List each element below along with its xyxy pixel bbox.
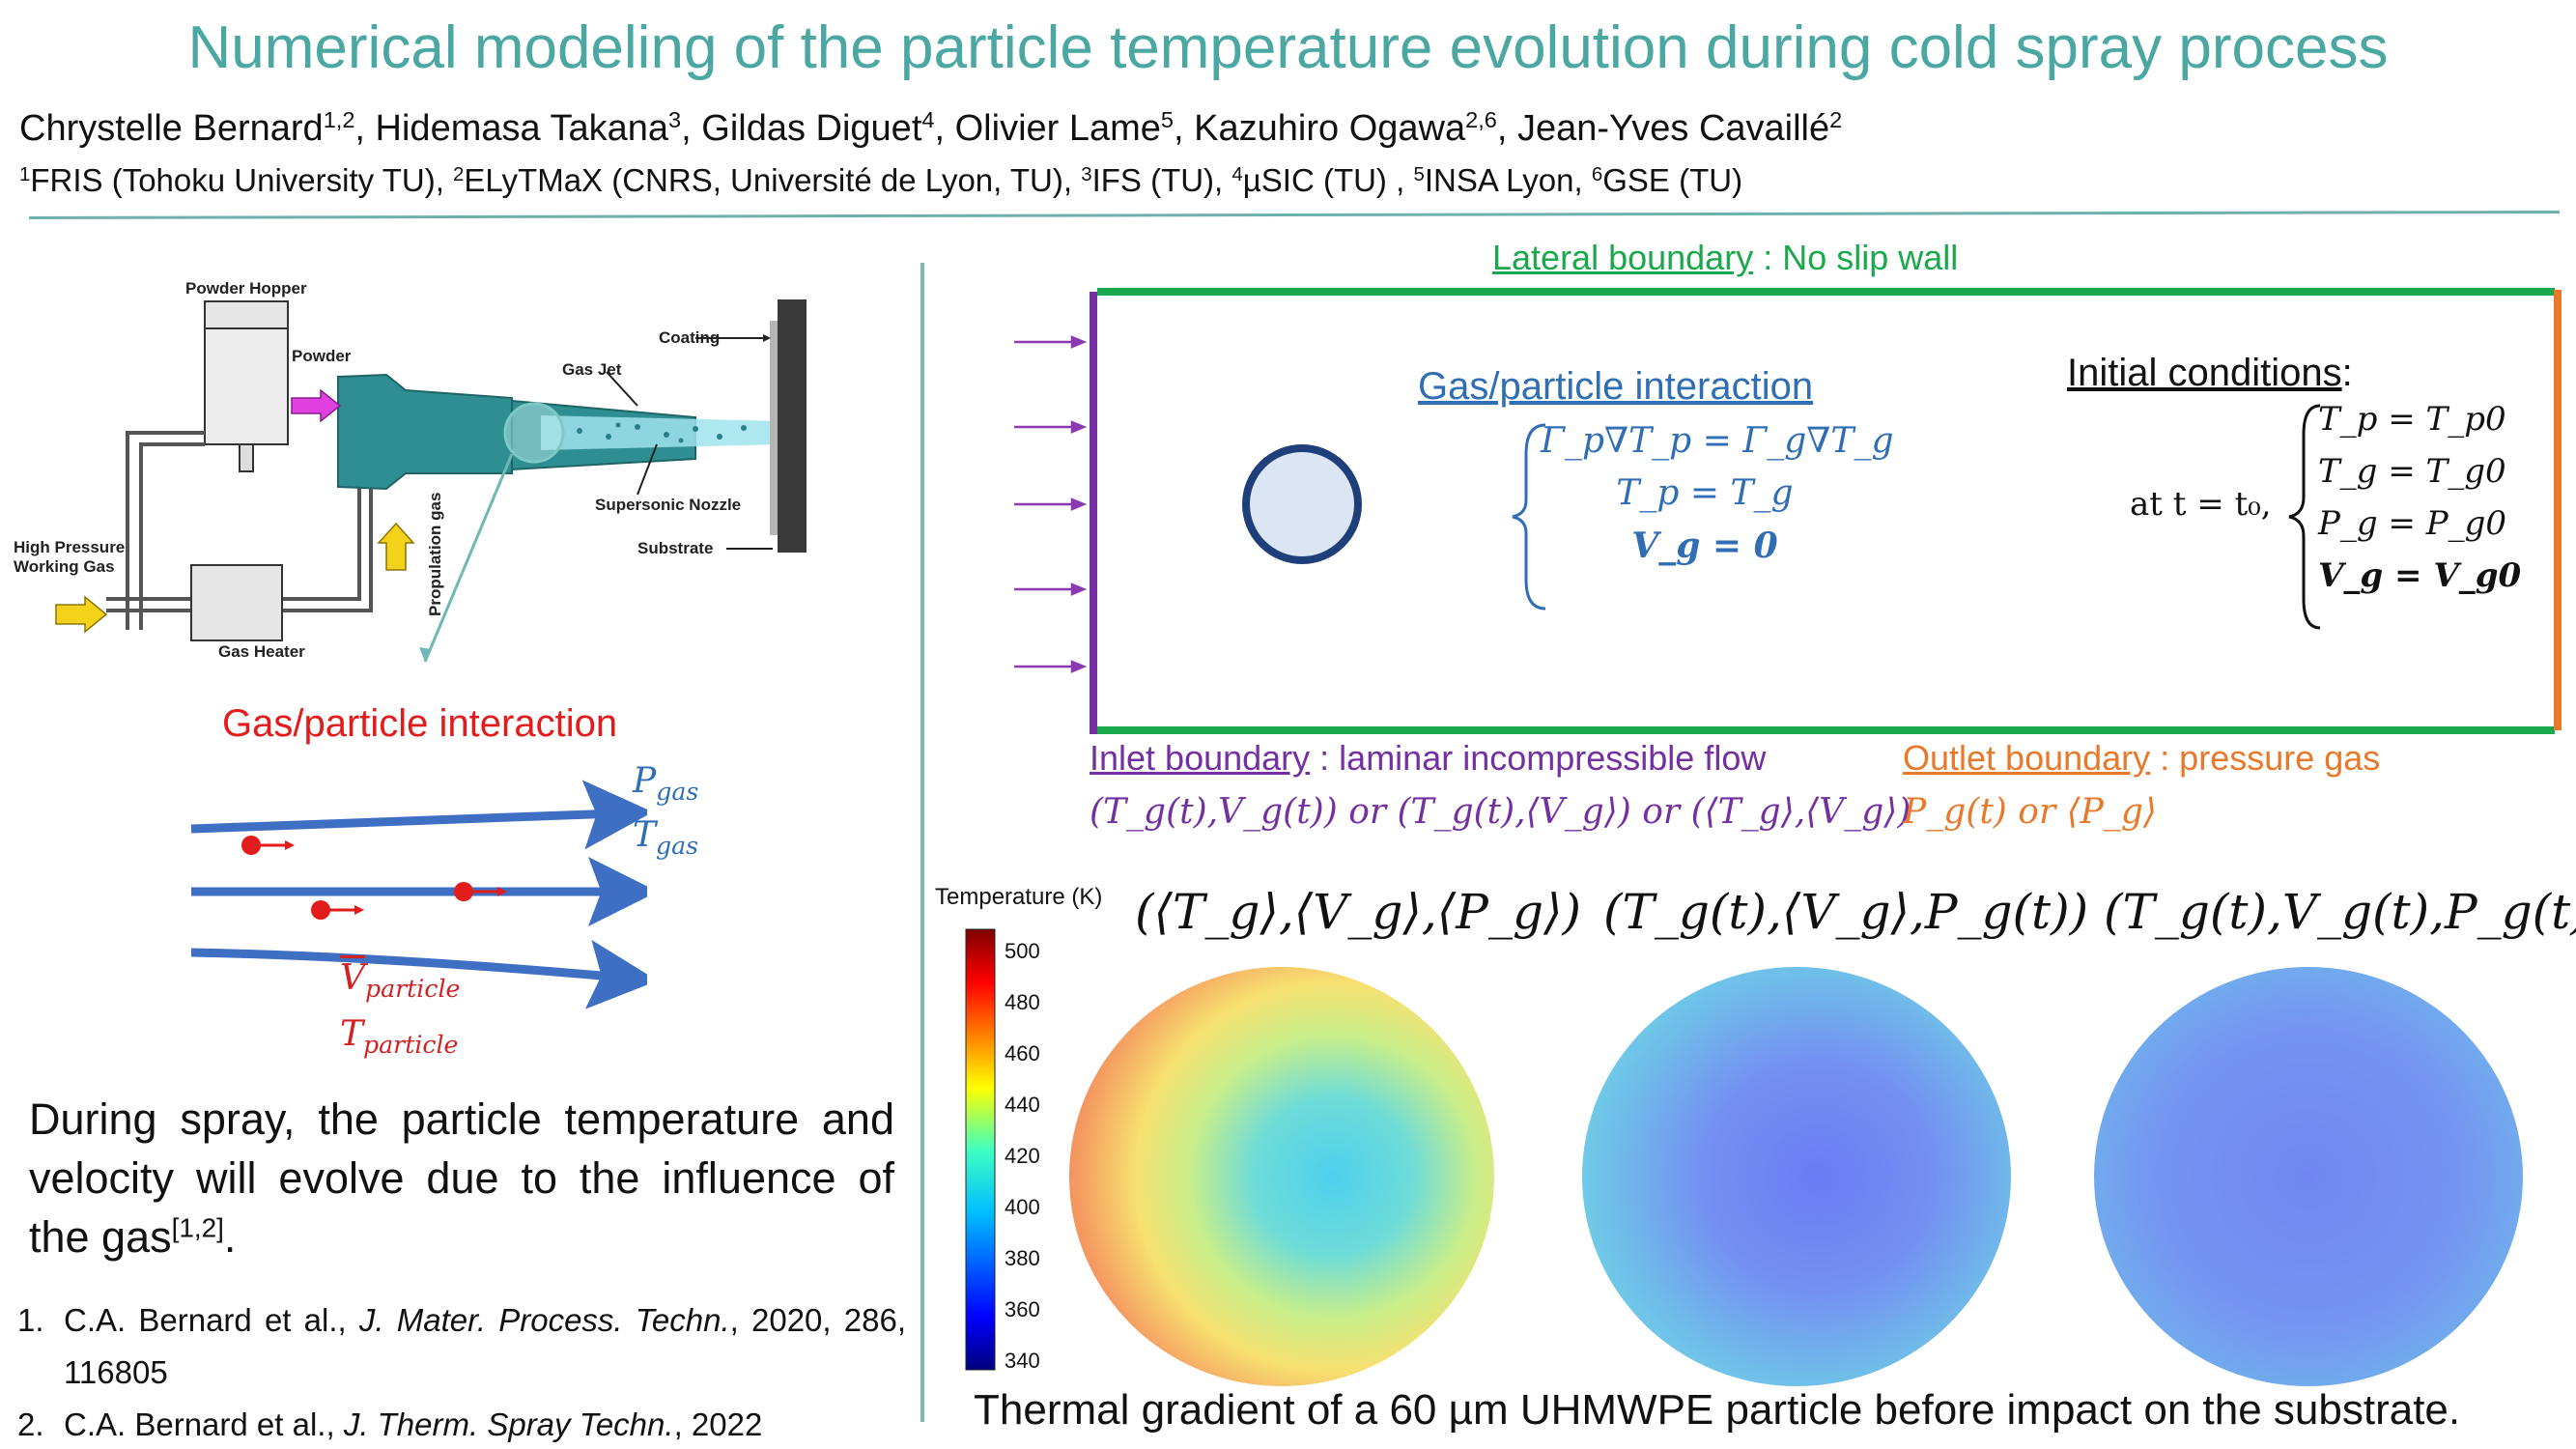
column-divider: [920, 263, 924, 1422]
label-working-gas: Working Gas: [14, 557, 115, 576]
particle-result-2: [1582, 967, 2011, 1386]
thermal-gradient-results: [1069, 967, 2523, 1386]
gp-equation-3: V_g = 0: [1631, 526, 1778, 566]
poster-title: Numerical modeling of the particle tempe…: [187, 14, 2389, 81]
affiliation: ELyTMaX (CNRS, Université de Lyon, TU),: [464, 162, 1082, 198]
affiliation-list: 1FRIS (Tohoku University TU), 2ELyTMaX (…: [19, 162, 1743, 198]
label-high-pressure: High Pressure: [14, 538, 125, 556]
colorbar-tick: 400: [1005, 1195, 1040, 1219]
affiliation: IFS (TU),: [1091, 162, 1232, 198]
label-coating: Coating: [659, 328, 720, 347]
t-gas-label: Tgas: [633, 815, 699, 861]
colorbar-tick: 420: [1005, 1144, 1040, 1168]
outlet-boundary-label: Outlet boundary : pressure gas: [1903, 738, 2381, 778]
colorbar-tick: 340: [1005, 1349, 1040, 1373]
sim2-title: (T_g(t),⟨V_g⟩,P_g(t)): [1603, 884, 2089, 940]
author-name: Olivier Lame: [954, 108, 1161, 149]
particle-dot-3: [311, 900, 364, 920]
gp-equation-1: Γ_p∇T_p = Γ_g∇T_g: [1541, 421, 1894, 461]
lateral-boundary-label: Lateral boundary : No slip wall: [1492, 238, 1959, 277]
init-equation-2: T_g = T_g0: [2318, 452, 2506, 491]
author-name: Gildas Diguet: [701, 108, 922, 149]
inlet-boundary-label: Inlet boundary : laminar incompressible …: [1090, 738, 1767, 778]
label-gas-heater: Gas Heater: [218, 642, 305, 661]
header-divider: [29, 211, 2560, 219]
inlet-options: (T_g(t),V_g(t)) or (T_g(t),⟨V_g⟩) or (⟨T…: [1090, 792, 1911, 832]
label-supersonic-nozzle: Supersonic Nozzle: [595, 496, 741, 514]
label-powder: Powder: [292, 347, 352, 365]
author-name: Hidemasa Takana: [375, 108, 669, 149]
sim3-title: (T_g(t),V_g(t),P_g(t)): [2104, 884, 2576, 940]
colorbar-title: Temperature (K): [935, 884, 1103, 910]
reference-list: 1. C.A. Bernard et al., J. Mater. Process…: [17, 1294, 906, 1449]
gp-interaction-title: Gas/particle interaction: [1418, 365, 1814, 408]
interaction-title: Gas/particle interaction: [222, 702, 618, 745]
affiliation: INSA Lyon,: [1424, 162, 1592, 198]
results-caption: Thermal gradient of a 60 µm UHMWPE parti…: [974, 1386, 2461, 1434]
author-name: Kazuhiro Ogawa: [1194, 108, 1466, 149]
colorbar-tick: 380: [1005, 1246, 1040, 1270]
colorbar-tick: 440: [1005, 1093, 1040, 1117]
colorbar-tick: 500: [1005, 939, 1040, 963]
author-name: Chrystelle Bernard: [19, 108, 324, 149]
gp-equation-2: T_p = T_g: [1616, 473, 1794, 513]
colorbar-tick: 360: [1005, 1297, 1040, 1321]
sim1-title: (⟨T_g⟩,⟨V_g⟩,⟨P_g⟩): [1135, 884, 1581, 940]
label-substrate: Substrate: [637, 539, 713, 557]
colorbar-ticks: 500 480 460 440 420 400 380 360 340: [1005, 927, 1062, 1373]
init-equation-3: P_g = P_g0: [2318, 504, 2507, 543]
v-particle-label: Vparticle: [340, 958, 461, 1004]
cold-spray-schematic: Powder Hopper Powder Gas Jet Coating Sup…: [14, 279, 807, 663]
author-list: Chrystelle Bernard1,2, Hidemasa Takana3,…: [19, 107, 1843, 149]
label-gas-jet: Gas Jet: [562, 360, 622, 379]
t-particle-label: Tparticle: [340, 1014, 459, 1060]
streamlines-diagram: [190, 780, 647, 1009]
label-propulation-gas: Propulation gas: [426, 493, 444, 616]
particle-dot-1: [241, 836, 295, 855]
computational-domain: [1014, 288, 2562, 734]
colorbar-tick: 480: [1005, 990, 1040, 1014]
temperature-colorbar: [965, 928, 996, 1371]
inlet-flow-arrows: [1014, 335, 1088, 673]
label-powder-hopper: Powder Hopper: [185, 279, 307, 298]
init-equation-1: T_p = T_p0: [2318, 400, 2506, 439]
particle-circle: [1242, 444, 1362, 564]
affiliation: µSIC (TU) ,: [1242, 162, 1414, 198]
init-equation-4: V_g = V_g0: [2318, 556, 2522, 595]
affiliation: FRIS (Tohoku University TU),: [30, 162, 454, 198]
p-gas-label: Pgas: [633, 761, 699, 807]
outlet-options: P_g(t) or ⟨P_g⟩: [1903, 792, 2157, 832]
initial-conditions-title: Initial conditions:: [2067, 352, 2353, 394]
particle-result-1: [1069, 967, 1494, 1386]
reference-item: 1. C.A. Bernard et al., J. Mater. Process…: [17, 1302, 906, 1390]
colorbar-tick: 460: [1005, 1041, 1040, 1065]
summary-paragraph: During spray, the particle temperature a…: [29, 1094, 894, 1262]
author-name: Jean-Yves Cavaillé: [1516, 108, 1830, 149]
affiliation: GSE (TU): [1602, 162, 1743, 198]
particle-dot-2: [454, 882, 507, 901]
initial-time-label: at t = t₀,: [2130, 485, 2272, 524]
reference-item: 2. C.A. Bernard et al., J. Therm. Spray T…: [17, 1406, 763, 1442]
particle-result-3: [2094, 967, 2523, 1386]
